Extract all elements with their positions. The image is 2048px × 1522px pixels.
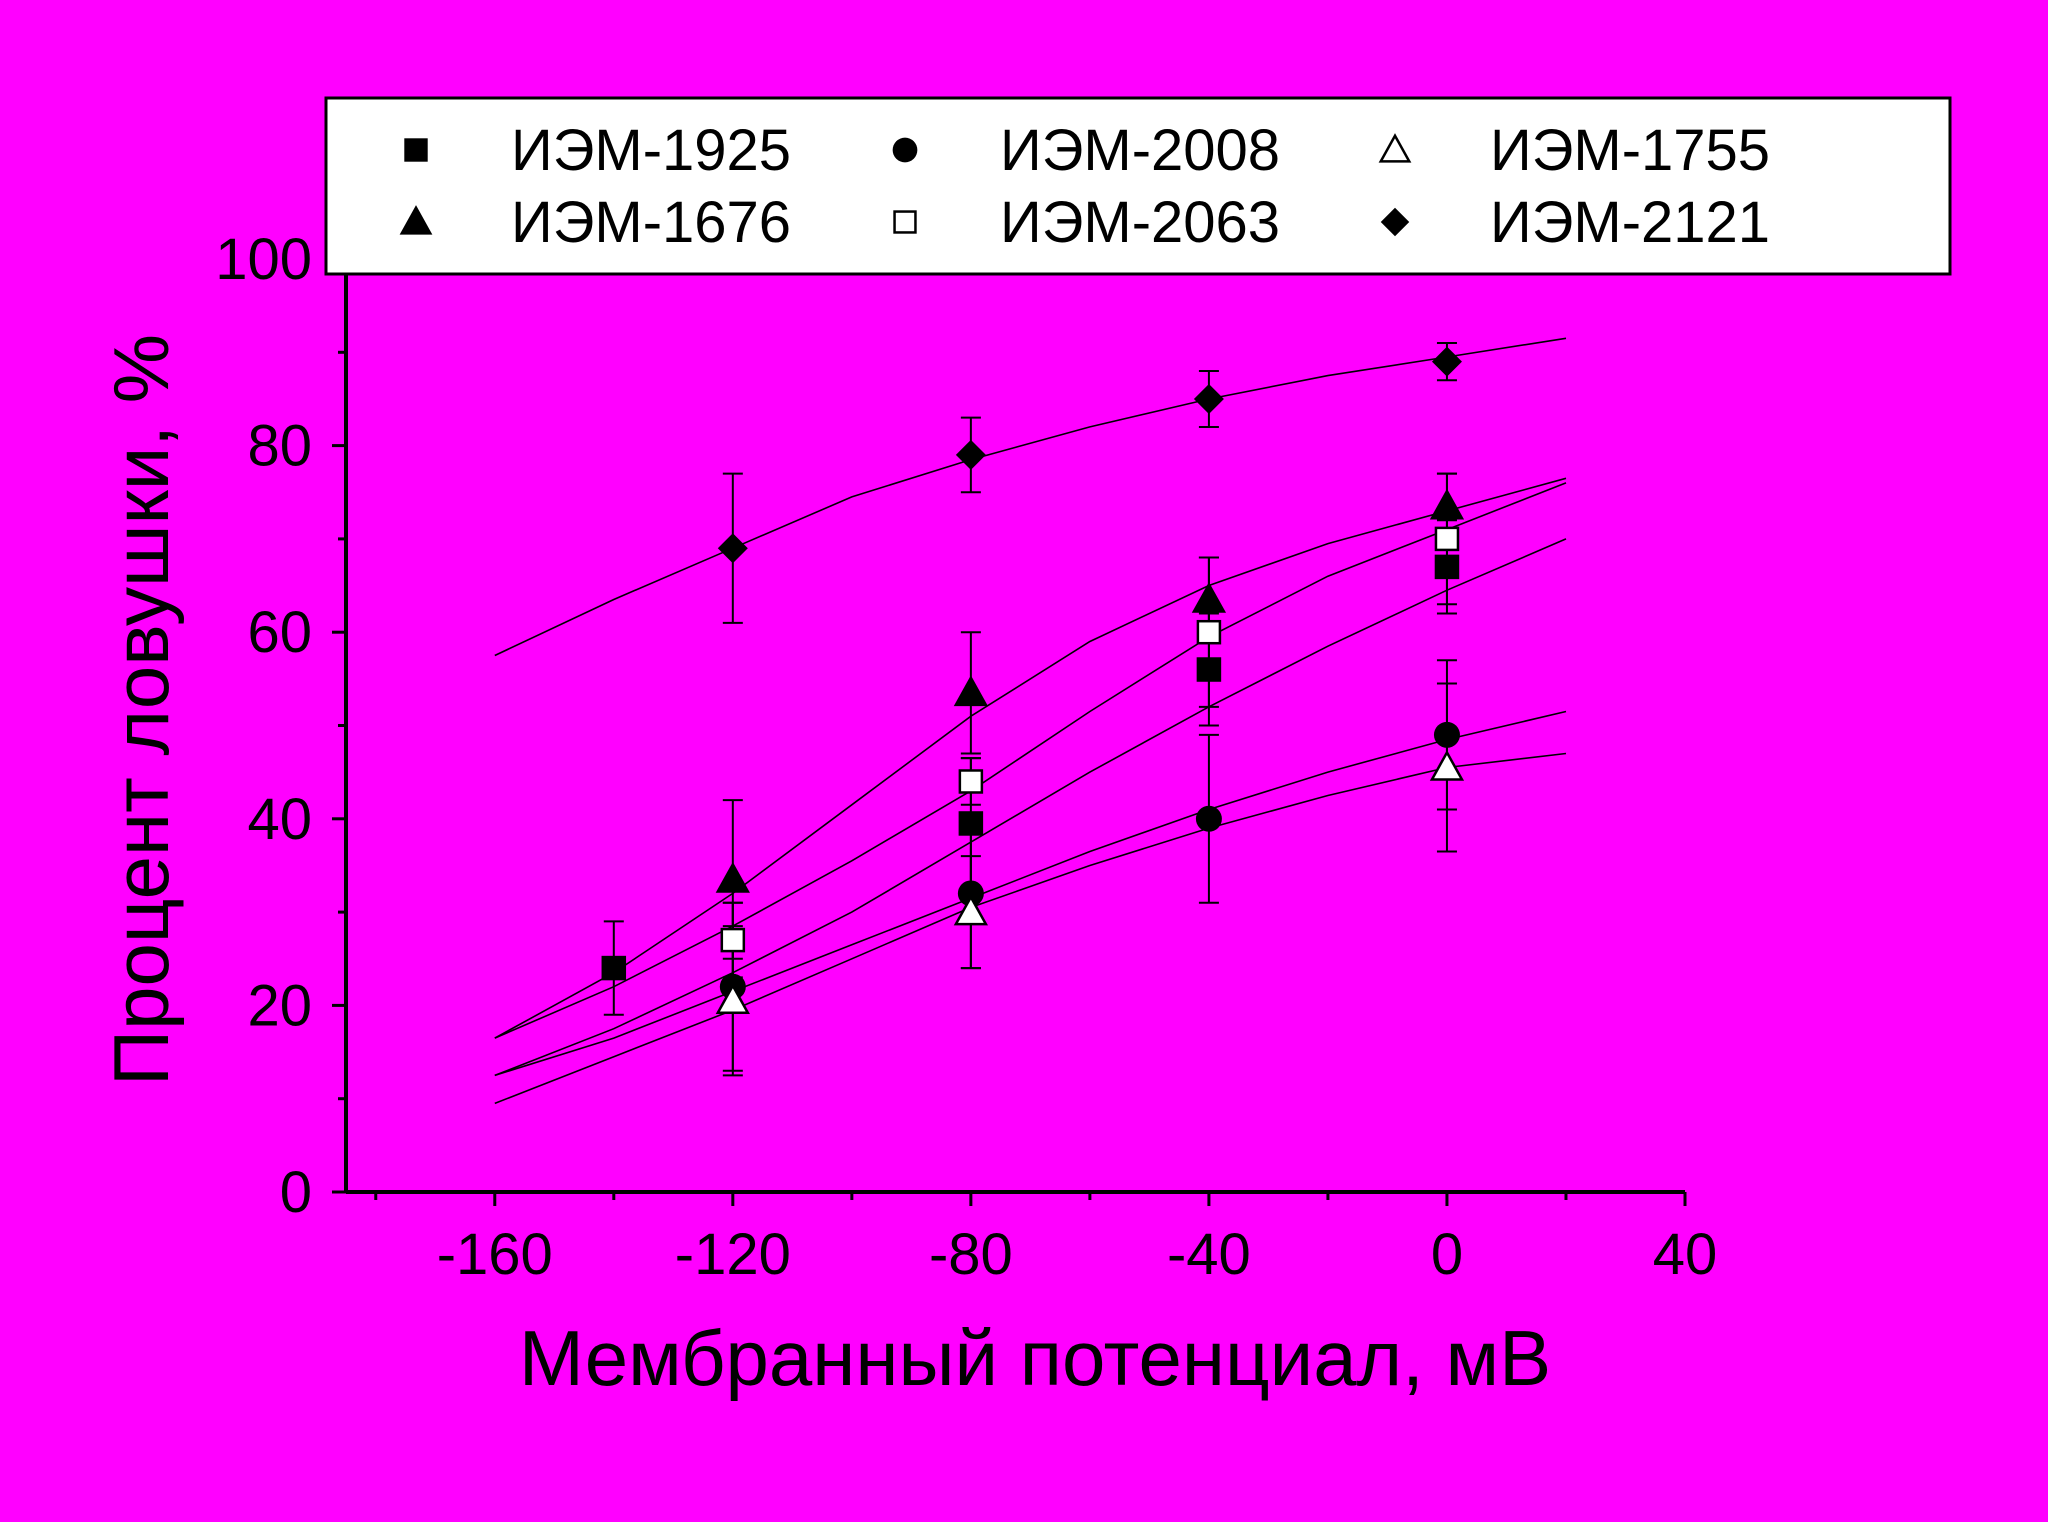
x-tick-label: -120 (675, 1222, 791, 1287)
series-2-fit-curve (494, 710, 1567, 1077)
series-5-fit-curve (494, 482, 1567, 1039)
series-3-point (1429, 749, 1465, 781)
series-6-point (955, 439, 986, 470)
x-tick-label: 0 (1431, 1222, 1463, 1287)
x-tick-label: -160 (437, 1222, 553, 1287)
legend-marker-4 (399, 205, 433, 235)
y-tick-label: 100 (215, 227, 312, 292)
series-4-point (715, 861, 750, 893)
series-4-point (953, 675, 988, 707)
series-1-point (1196, 657, 1222, 682)
series-2-point (957, 880, 984, 907)
fit-curves (494, 337, 1567, 1105)
series-4-point (1429, 488, 1465, 520)
series-6-fit-curve (494, 337, 1567, 657)
legend-label-3: ИЭМ-1755 (1490, 118, 1770, 183)
series-1-point (601, 955, 627, 981)
legend-marker-3 (1378, 133, 1412, 163)
series-1-point (958, 811, 984, 836)
y-tick-label: 60 (247, 600, 312, 665)
y-tick-label: 40 (247, 787, 312, 852)
y-axis-title: Процент ловушки, % (97, 334, 185, 1086)
axes: -160 -120 -80 -40 0 40 0 20 40 60 80 100 (215, 227, 1717, 1287)
y-tick-label: 80 (247, 414, 312, 479)
series-6-point (717, 533, 748, 564)
x-tick-label: -40 (1167, 1222, 1251, 1287)
series-6-point (1193, 383, 1224, 414)
legend-label-4: ИЭМ-1676 (511, 190, 791, 255)
legend-label-2: ИЭМ-2008 (1000, 118, 1280, 183)
legend-label-5: ИЭМ-2063 (1000, 190, 1280, 255)
legend-label-1: ИЭМ-1925 (511, 118, 791, 183)
x-axis-title: Мембранный потенциал, мВ (519, 1314, 1551, 1402)
series-5-point (1434, 526, 1460, 552)
legend-marker-2 (892, 137, 918, 163)
legend-box (324, 96, 1952, 276)
series-3-point (953, 894, 988, 926)
legend-marker-1 (404, 138, 428, 162)
series-5-point (958, 769, 984, 794)
error-bars (603, 341, 1457, 1077)
legend: ИЭМ-1925 ИЭМ-2008 ИЭМ-1755 ИЭМ-1676 ИЭМ-2063… (324, 96, 1952, 276)
series-4-fit-curve (494, 477, 1567, 1039)
y-tick-label: 0 (280, 1160, 312, 1225)
x-tick-label: -80 (929, 1222, 1013, 1287)
legend-marker-5 (893, 210, 917, 234)
x-tick-label: 40 (1653, 1222, 1718, 1287)
series-5-point (1196, 619, 1222, 645)
series-1-point (1434, 554, 1460, 580)
data-points (601, 346, 1465, 1014)
series-2-point (1433, 721, 1460, 748)
series-2-point (1195, 805, 1222, 832)
series-4-point (1191, 581, 1227, 613)
series-5-point (720, 927, 746, 953)
series-3-fit-curve (494, 752, 1567, 1105)
y-tick-label: 20 (247, 973, 312, 1038)
legend-label-6: ИЭМ-2121 (1490, 190, 1770, 255)
series-1-fit-curve (494, 538, 1567, 1077)
series-6-point (1431, 346, 1462, 377)
series-3-point (715, 983, 750, 1014)
legend-marker-6 (1380, 207, 1410, 237)
